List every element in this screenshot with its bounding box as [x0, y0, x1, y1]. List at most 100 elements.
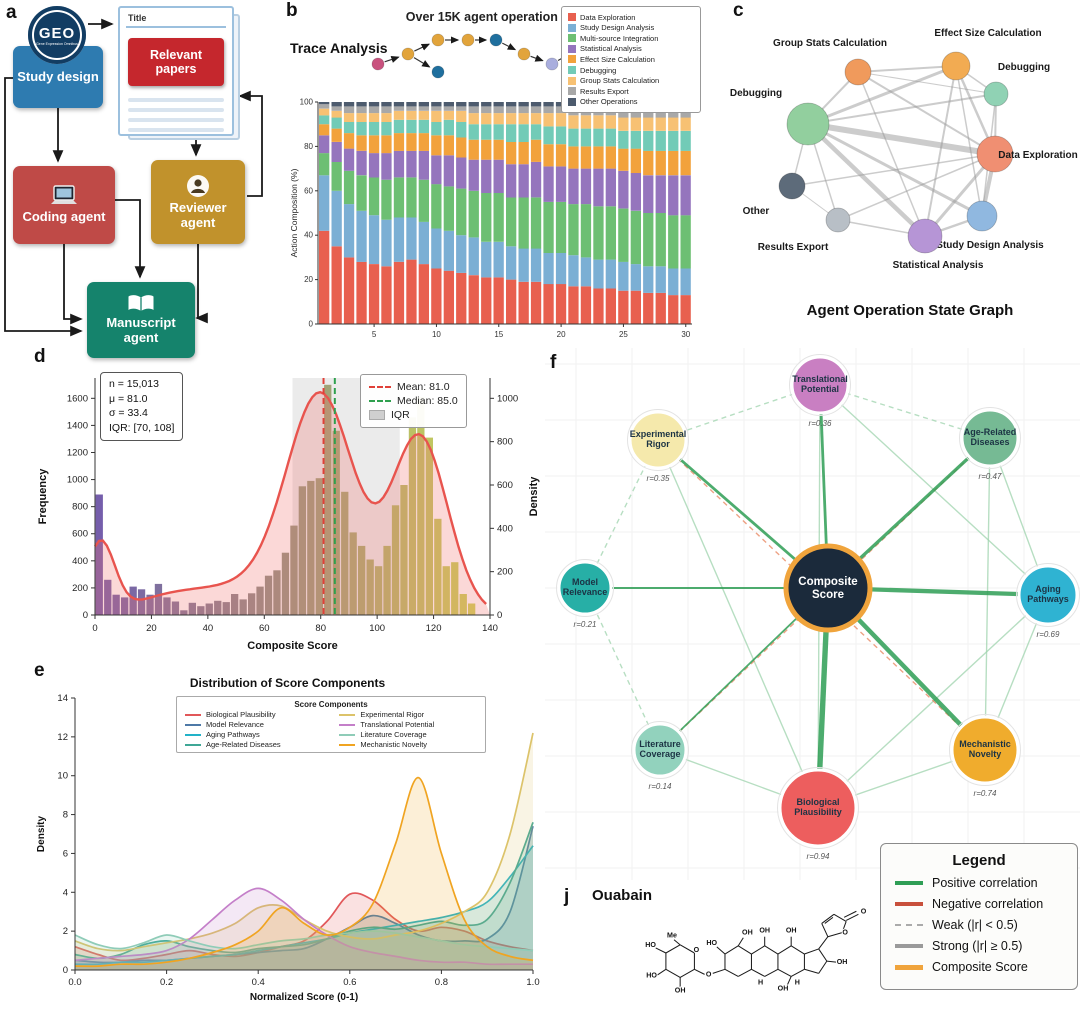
panel-label-d: d	[34, 346, 46, 367]
bar-segment	[655, 266, 666, 293]
bar-segment	[443, 106, 454, 111]
bar-segment	[543, 201, 554, 253]
bar-segment	[319, 108, 330, 116]
svg-text:200: 200	[72, 583, 88, 594]
bar-segment	[568, 286, 579, 324]
bar-segment	[543, 284, 554, 324]
legend-label: Group Stats Calculation	[580, 76, 660, 86]
legend-swatch	[568, 97, 576, 106]
kde-line	[74, 845, 534, 966]
bar-segment	[418, 110, 429, 120]
bar-segment	[481, 102, 492, 107]
bar-segment	[381, 153, 392, 180]
bar-segment	[530, 161, 542, 198]
bar-segment	[493, 277, 504, 324]
bar-segment	[343, 133, 355, 149]
legend-swatch	[568, 44, 576, 53]
bar-segment	[368, 135, 380, 154]
composite-score-histogram: 0200400600800100012001400160002004006008…	[37, 378, 540, 652]
trace-analysis-title: Trace Analysis	[290, 40, 388, 56]
state-graph-node-label: Study Design Analysis	[936, 240, 1044, 251]
bar-segment	[368, 102, 380, 107]
action-legend: Data Exploration Study Design Analysis Mul…	[561, 6, 701, 113]
legend-label: Study Design Analysis	[580, 23, 655, 33]
bar-segment	[343, 257, 355, 324]
svg-text:30: 30	[681, 330, 690, 339]
svg-text:400: 400	[497, 523, 513, 534]
bar-segment	[381, 102, 392, 107]
hist-bar	[121, 597, 129, 615]
bar-segment	[655, 150, 666, 176]
hist-bar	[298, 486, 306, 615]
svg-text:25: 25	[619, 330, 628, 339]
correlation-edge	[657, 439, 819, 809]
svg-text:1600: 1600	[67, 393, 88, 404]
bond	[818, 936, 829, 950]
atom-label: HO	[646, 971, 657, 979]
bar-segment	[456, 272, 467, 324]
geo-logo-text: GEO	[38, 24, 76, 42]
bar-segment	[568, 255, 579, 287]
bond	[673, 939, 681, 946]
geo-logo-subtext: Gene Expression Omnibus	[36, 41, 78, 46]
bar-segment	[393, 102, 405, 107]
legend-label: Mean: 81.0	[397, 381, 450, 393]
bar-segment	[680, 117, 691, 131]
atom-label: OH	[786, 927, 797, 935]
svg-text:0: 0	[497, 610, 502, 621]
bond	[737, 968, 752, 977]
bar-segment	[356, 135, 367, 151]
bar-segment	[319, 124, 330, 136]
legend-label: Median: 85.0	[397, 395, 458, 407]
kde-line	[74, 887, 533, 966]
component-node-label: Relevance	[563, 587, 608, 597]
svg-text:20: 20	[304, 275, 313, 284]
legend-swatch	[568, 87, 576, 96]
kde-line	[74, 822, 534, 960]
component-node-label: Mechanistic	[959, 739, 1011, 749]
bond	[737, 945, 752, 955]
svg-text:80: 80	[304, 142, 313, 151]
svg-text:800: 800	[497, 437, 513, 448]
bar-segment	[518, 106, 529, 114]
svg-text:Density: Density	[36, 816, 47, 853]
panel-label-e: e	[34, 660, 45, 681]
bar-segment	[506, 246, 517, 280]
bar-segment	[481, 277, 492, 324]
bar-segment	[443, 102, 454, 107]
state-graph-node	[907, 218, 943, 254]
bar-segment	[655, 175, 666, 213]
hist-bar	[468, 603, 476, 615]
bar-segment	[630, 108, 641, 118]
legend-item: Literature Coverage	[339, 730, 477, 739]
hist-bar	[315, 478, 323, 615]
state-graph-edge	[924, 65, 957, 237]
correlation-value-label: r=0.21	[574, 620, 597, 629]
bond	[656, 968, 667, 976]
state-graph-edge	[807, 64, 957, 126]
bar-segment	[543, 126, 554, 145]
bar-segment	[443, 186, 454, 231]
bar-segment	[618, 170, 629, 209]
bar-segment	[568, 115, 579, 129]
bond	[821, 913, 835, 924]
bar-segment	[668, 215, 679, 269]
bar-segment	[630, 117, 641, 131]
svg-text:0: 0	[63, 965, 68, 976]
bar-segment	[643, 150, 654, 176]
bar-segment	[481, 139, 492, 160]
legend-label: Negative correlation	[932, 897, 1044, 911]
svg-text:14: 14	[57, 693, 68, 704]
bar-segment	[555, 166, 567, 202]
bar-segment	[580, 115, 592, 129]
bar-segment	[543, 106, 554, 114]
legend-item: Negative correlation	[895, 897, 1063, 911]
legend-label: Debugging	[580, 65, 617, 75]
atom-label: OH	[742, 929, 753, 937]
bar-segment	[481, 106, 492, 114]
bar-segment	[593, 259, 604, 289]
legend-item: Group Stats Calculation	[568, 76, 694, 85]
trace-node	[517, 47, 531, 61]
bar-segment	[443, 135, 454, 156]
bar-segment	[593, 288, 604, 324]
